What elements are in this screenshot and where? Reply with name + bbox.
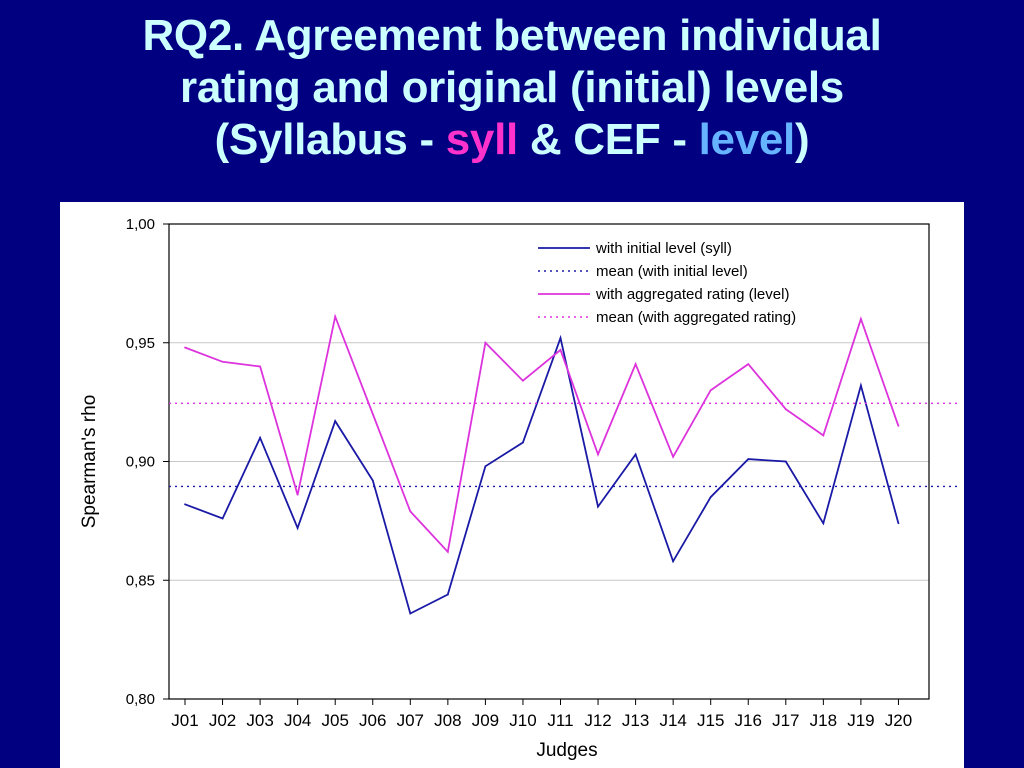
data-point (634, 363, 637, 366)
x-tick-label: J12 (584, 711, 611, 730)
data-point (897, 424, 900, 427)
title-syll-highlight: syll (445, 115, 519, 164)
data-point (259, 436, 261, 439)
legend-label: with aggregated rating (level) (595, 286, 789, 303)
x-tick-label: J18 (810, 711, 837, 730)
y-tick-label: 0,90 (126, 454, 155, 471)
data-point (860, 318, 862, 320)
x-tick-label: J02 (209, 711, 236, 730)
x-tick-label: J17 (772, 711, 799, 730)
x-tick-label: J13 (622, 711, 649, 730)
legend: with initial level (syll) mean (with init… (538, 240, 796, 326)
data-point (484, 465, 487, 468)
data-point (747, 363, 750, 366)
data-point (446, 550, 449, 553)
x-tick-label: J05 (321, 711, 348, 730)
data-point (597, 453, 599, 456)
data-point (446, 593, 449, 596)
x-axis-label: Judges (536, 740, 597, 761)
x-tick-label: J10 (509, 711, 536, 730)
x-tick-label: J01 (171, 711, 198, 730)
data-point (221, 360, 224, 363)
x-tick-label: J06 (359, 711, 386, 730)
data-point (860, 384, 862, 387)
title-line-2: rating and original (initial) levels (180, 63, 844, 112)
data-point (634, 453, 637, 456)
data-point (522, 441, 524, 444)
x-tick-label: J16 (735, 711, 762, 730)
y-tick-label: 0,80 (126, 691, 155, 708)
data-point (259, 365, 261, 368)
data-point (409, 612, 412, 615)
x-tick-label: J11 (547, 711, 573, 730)
data-point (747, 458, 750, 461)
x-tick-label: J19 (847, 711, 874, 730)
series-line-0 (184, 334, 900, 615)
x-tick-label: J08 (434, 711, 461, 730)
data-point (897, 522, 900, 525)
y-tick-label: 0,95 (126, 335, 155, 352)
x-tick-label: J14 (659, 711, 686, 730)
x-tick-label: J20 (885, 711, 912, 730)
plot-frame (168, 223, 930, 700)
data-point (522, 379, 524, 382)
data-point (296, 493, 299, 496)
data-point (709, 389, 712, 392)
data-point (371, 479, 374, 482)
data-point (784, 408, 787, 411)
title-line-3: (Syllabus - syll & CEF - level) (0, 114, 1024, 166)
title-line-1: RQ2. Agreement between individual (142, 11, 882, 60)
data-point (784, 460, 787, 463)
legend-label: mean (with aggregated rating) (596, 309, 796, 326)
data-point (409, 510, 412, 513)
data-point (334, 315, 337, 318)
title-line-3-prefix: (Syllabus - (214, 115, 446, 164)
data-point (559, 348, 562, 351)
y-tick-label: 0,85 (126, 572, 155, 589)
line-chart: 0,80 0,85 0,90 0,95 1,00 J01 J02 J03 J04 J05 J06 J0… (79, 216, 959, 761)
data-point (597, 505, 599, 508)
data-point (672, 455, 675, 458)
y-axis-label: Spearman's rho (79, 395, 100, 529)
legend-label: mean (with initial level) (596, 263, 748, 280)
x-tick-label: J15 (697, 711, 724, 730)
legend-label: with initial level (syll) (595, 240, 732, 257)
data-point (484, 341, 487, 344)
data-point (822, 522, 825, 525)
title-line-3-suffix: ) (794, 115, 810, 164)
data-point (559, 337, 562, 339)
data-point (184, 346, 186, 349)
data-point (184, 503, 186, 506)
data-point (296, 527, 299, 529)
data-point (709, 496, 712, 499)
y-tick-label: 1,00 (126, 216, 155, 233)
x-tick-label: J03 (246, 711, 273, 730)
chart-panel: 0,80 0,85 0,90 0,95 1,00 J01 J02 J03 J04 J05 J06 J0… (60, 202, 964, 768)
x-tick-label: J09 (472, 711, 499, 730)
slide-title: RQ2. Agreement between individual rating… (0, 10, 1024, 166)
title-level-highlight: level (698, 115, 796, 164)
x-tick-label: J07 (397, 711, 424, 730)
data-point (672, 560, 675, 563)
series-line-2 (184, 313, 900, 554)
data-point (334, 420, 337, 423)
data-point (221, 517, 224, 520)
data-point (371, 413, 374, 415)
data-point (822, 434, 825, 437)
title-line-3-mid: & CEF - (517, 115, 699, 164)
x-tick-label: J04 (284, 711, 311, 730)
